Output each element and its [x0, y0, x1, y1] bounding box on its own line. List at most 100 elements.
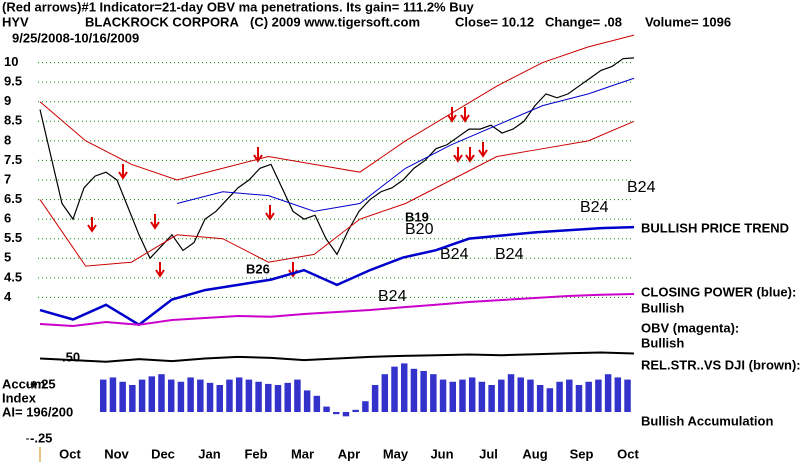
annotation: B19 — [405, 209, 429, 224]
accum-bar — [468, 377, 476, 412]
y-tick-label: 6.5 — [4, 191, 22, 206]
date-range: 9/25/2008-10/16/2009 — [12, 30, 139, 45]
accum-bar — [255, 381, 262, 412]
rs-label: REL.STR..VS DJI (brown): — [641, 357, 800, 372]
accum-bar — [371, 385, 379, 412]
accum-bar — [333, 412, 340, 415]
accum-bar — [362, 401, 369, 412]
annotation: B26 — [246, 261, 270, 276]
y-tick-label: 8.5 — [4, 113, 22, 128]
symbol: HYV — [2, 14, 29, 29]
x-tick-label: Mar — [291, 446, 314, 461]
accum-bar — [323, 406, 330, 412]
change: Change= .08 — [545, 14, 622, 29]
accum-bar — [527, 379, 534, 412]
accum-bar — [400, 363, 408, 412]
obv-state: Bullish — [641, 335, 684, 350]
accum-bar — [187, 377, 194, 412]
x-tick-label: May — [383, 446, 409, 461]
y-tick-label: 4 — [4, 289, 12, 304]
x-tick-label: Dec — [151, 446, 175, 461]
accum-bar — [439, 379, 447, 412]
accum-bar — [478, 381, 486, 412]
accum-bar — [459, 379, 466, 412]
accum-bar — [546, 388, 554, 412]
accum-bar — [498, 379, 505, 412]
accum-bar — [449, 381, 457, 412]
y-tick-label: 9.5 — [4, 74, 22, 89]
x-tick-label: Jul — [479, 446, 498, 461]
indicator-line — [39, 293, 635, 328]
accum-bar — [536, 385, 544, 412]
accum-bar — [517, 377, 524, 412]
accum-bar — [197, 379, 204, 412]
accum-bar — [167, 379, 175, 412]
annotation: B24 — [440, 246, 469, 263]
accum-bar — [109, 377, 117, 412]
y-tick-label: 9 — [4, 93, 11, 108]
accum-bar — [129, 385, 136, 412]
accum-bar — [342, 412, 350, 417]
accum-bar — [595, 379, 602, 412]
indicator-line — [39, 225, 635, 327]
accum-bar — [575, 385, 583, 412]
accum-bar — [138, 379, 146, 412]
accum-bar — [604, 374, 612, 412]
annotation: B24 — [495, 246, 524, 263]
series-line — [39, 57, 635, 260]
x-tick-label: Jan — [198, 446, 220, 461]
accum-label: AI= 196/200 — [2, 404, 73, 419]
obv-label: OBV (magenta): — [641, 320, 739, 335]
accum-bar — [206, 382, 214, 412]
accum-bar — [284, 382, 291, 412]
accum-bar — [614, 377, 622, 412]
accum-bar — [391, 366, 398, 412]
accum-bar — [381, 374, 389, 412]
accum-bar — [216, 385, 223, 412]
annotation: B20 — [405, 221, 434, 238]
accum-bar — [430, 374, 437, 412]
copyright: (C) 2009 www.tigersoft.com — [250, 14, 420, 29]
accum-bar — [566, 379, 573, 412]
accum-bar — [410, 368, 418, 412]
accum-bar — [100, 379, 107, 412]
y-tick-label: 7 — [4, 171, 11, 186]
x-tick-label: Oct — [59, 446, 81, 461]
annotation: B24 — [627, 179, 656, 196]
accum-bar — [158, 374, 165, 412]
accum-bar — [313, 395, 321, 412]
cp-state: Bullish — [641, 300, 684, 315]
accum-label: Index — [2, 390, 37, 405]
accum-bar — [488, 385, 495, 412]
accum-bar — [226, 379, 233, 412]
x-tick-label: Nov — [104, 446, 129, 461]
cp-label: CLOSING POWER (blue): — [641, 284, 796, 299]
trend-label: BULLISH PRICE TREND — [641, 220, 789, 235]
accum-bar — [556, 381, 563, 412]
accum-bar — [303, 390, 311, 412]
accum-bar — [177, 381, 185, 412]
indicator-line — [39, 351, 635, 363]
accum-bar — [245, 379, 253, 412]
series-line — [39, 120, 635, 267]
close: Close= 10.12 — [455, 14, 534, 29]
x-tick-label: Apr — [338, 446, 360, 461]
x-tick-label: Aug — [522, 446, 547, 461]
x-tick-label: Feb — [244, 446, 267, 461]
accum-bar — [119, 381, 126, 412]
chart-title: (Red arrows)#1 Indicator=21-day OBV ma p… — [2, 0, 475, 14]
y-tick-label: 8 — [4, 132, 11, 147]
accum-bar — [235, 377, 243, 412]
accum-bar — [148, 376, 156, 412]
series-line — [39, 34, 635, 181]
x-tick-label: Jun — [430, 446, 453, 461]
annotation: B24 — [580, 199, 609, 216]
accum-bar — [624, 379, 631, 412]
accum-state: Bullish Accumulation — [641, 413, 773, 428]
accum-tick-label: -.25 — [30, 430, 52, 445]
accum-bar — [352, 409, 359, 412]
y-tick-label: 5 — [4, 250, 11, 265]
accum-bar — [507, 374, 515, 412]
